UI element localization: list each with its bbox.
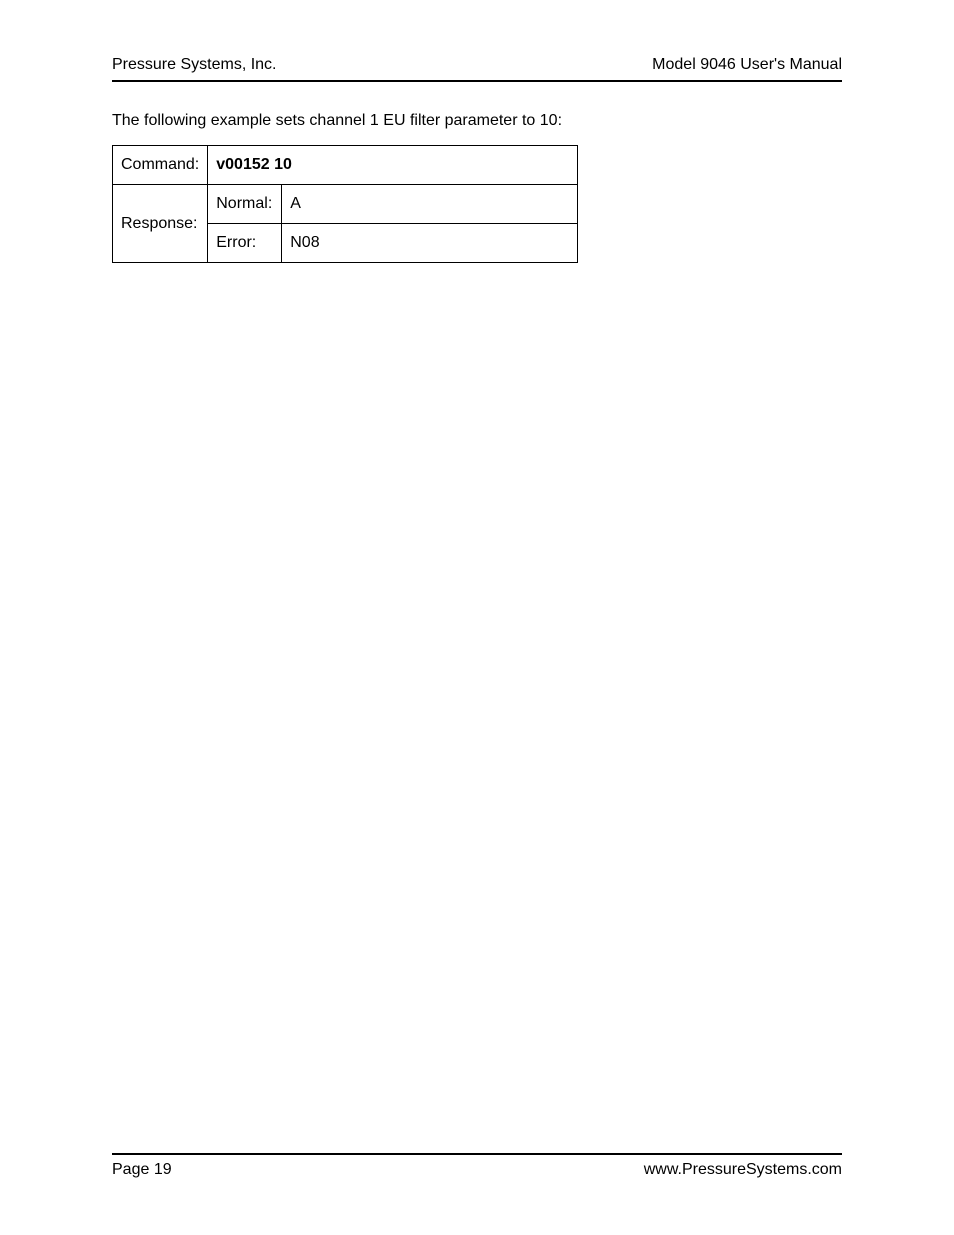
normal-label: Normal: (208, 185, 282, 224)
response-normal-row: Response: Normal: A (113, 185, 578, 224)
intro-text: The following example sets channel 1 EU … (112, 112, 562, 130)
example-table: Command: v00152 10 Response: Normal: A E… (112, 145, 578, 263)
normal-value: A (282, 185, 578, 224)
command-value: v00152 10 (208, 146, 578, 185)
header-manual: Model 9046 User's Manual (652, 56, 842, 74)
footer-page: Page 19 (112, 1161, 172, 1179)
page-header: Pressure Systems, Inc. Model 9046 User's… (112, 56, 842, 82)
page-footer: Page 19 www.PressureSystems.com (112, 1153, 842, 1179)
error-label: Error: (208, 224, 282, 263)
command-label: Command: (113, 146, 208, 185)
response-label: Response: (113, 185, 208, 263)
command-row: Command: v00152 10 (113, 146, 578, 185)
header-company: Pressure Systems, Inc. (112, 56, 277, 74)
error-value: N08 (282, 224, 578, 263)
footer-website: www.PressureSystems.com (644, 1161, 842, 1179)
